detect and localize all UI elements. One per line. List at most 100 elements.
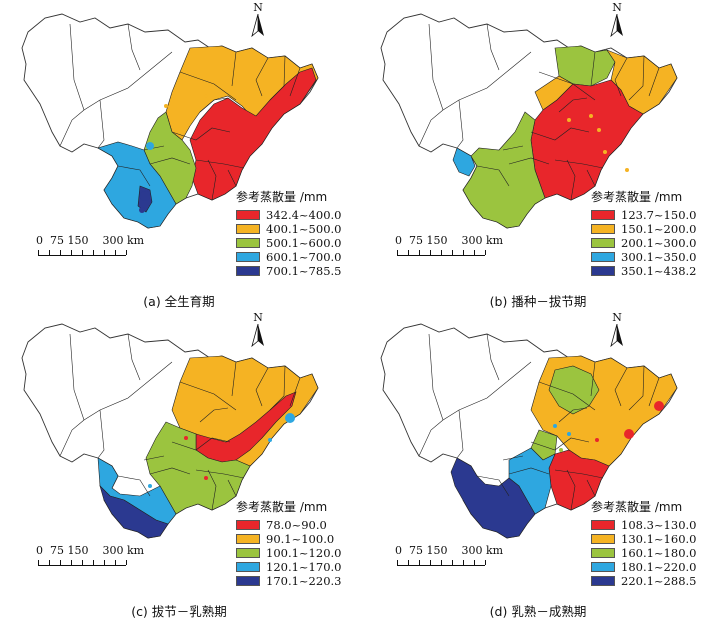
legend-title: 参考蒸散量 /mm: [591, 190, 683, 204]
station-point: [625, 168, 629, 172]
legend-swatch: [591, 265, 615, 276]
scale-bar: 0 75 150 300 km: [395, 544, 503, 574]
legend-label: 220.1~288.5: [621, 573, 697, 588]
legend-swatch: [591, 533, 615, 544]
panel-caption: (d) 乳熟－成熟期: [489, 604, 587, 619]
panel-caption: (b) 播种－拔节期: [489, 294, 587, 309]
legend-swatch: [591, 547, 615, 558]
class-region-4: [452, 147, 476, 177]
legend-item: 123.7~150.0: [591, 207, 697, 222]
legend: 参考蒸散量 /mm 108.3~130.0 130.1~160.0 160.1~180…: [591, 498, 696, 588]
station-point: [624, 429, 634, 439]
legend-label: 180.1~220.0: [621, 559, 697, 574]
legend-item: 78.0~90.0: [236, 518, 341, 532]
legend-swatch: [236, 209, 260, 220]
legend-swatch: [236, 519, 260, 530]
legend-item: 200.1~300.0: [591, 236, 696, 250]
map-panel-b: N 参考蒸散量 /mm 123.7~150.0 150.1~200.0 200.1~30…: [359, 0, 717, 310]
county-borders: [59, 333, 301, 511]
north-label: N: [253, 1, 263, 14]
north-arrow: N: [248, 312, 268, 348]
county-borders: [418, 333, 660, 511]
station-point: [148, 484, 152, 488]
legend-item: 342.4~400.0: [236, 208, 341, 222]
north-arrow: N: [248, 1, 268, 38]
legend-label: 600.1~700.0: [266, 249, 342, 264]
north-label: N: [612, 311, 622, 324]
scale-bar: 0 75 150 300 km: [395, 234, 503, 264]
station-point: [164, 104, 168, 108]
legend-swatch: [236, 561, 260, 572]
choropleth-map: [380, 323, 678, 539]
map-panel-a: N 参考蒸散量 /mm 342.4~400.0 400.1~500.0 500.1~60…: [0, 0, 358, 310]
class-region-3: [145, 421, 251, 515]
station-point: [595, 438, 599, 442]
legend: 参考蒸散量 /mm 78.0~90.0 90.1~100.0 100.1~120.0 1…: [236, 498, 341, 588]
scale-bar-line: [397, 560, 486, 566]
legend-item: 130.1~160.0: [591, 531, 697, 546]
legend-label: 100.1~120.0: [266, 545, 342, 560]
choropleth-map: [21, 323, 319, 539]
legend-swatch: [591, 251, 615, 262]
station-point: [597, 128, 601, 132]
legend-item: 500.1~600.0: [236, 235, 342, 250]
map-panel-c: N 参考蒸散量 /mm 78.0~90.0 90.1~100.0 100.1~120.0…: [0, 310, 358, 620]
legend-item: 350.1~438.2: [591, 263, 697, 278]
legend-item: 700.1~785.5: [236, 263, 342, 278]
legend-item: 100.1~120.0: [236, 545, 342, 560]
scale-bar-line: [38, 560, 127, 566]
legend-label: 120.1~170.0: [266, 559, 342, 574]
legend-swatch: [236, 237, 260, 248]
legend-swatch: [591, 223, 615, 234]
class-region-3: [462, 111, 546, 229]
north-arrow-icon: [610, 323, 623, 348]
class-region-5: [450, 457, 536, 539]
legend-title: 参考蒸散量 /mm: [236, 500, 328, 514]
legend-item: 120.1~170.0: [236, 559, 342, 574]
north-arrow: N: [607, 1, 627, 38]
legend-label: 123.7~150.0: [621, 207, 697, 222]
choropleth-map: [21, 13, 319, 229]
legend-item: 180.1~220.0: [591, 559, 697, 574]
scale-bar-line: [397, 250, 486, 256]
legend-label: 90.1~100.0: [266, 531, 335, 546]
panel-caption: (c) 拔节－乳熟期: [131, 604, 227, 619]
panel-caption: (a) 全生育期: [143, 294, 215, 309]
class-region-5: [99, 484, 169, 539]
station-point: [559, 448, 563, 452]
station-point: [603, 150, 607, 154]
legend-item: 400.1~500.0: [236, 222, 341, 236]
station-point: [567, 118, 571, 122]
scale-bar-label: 0 75 150 300 km: [395, 234, 504, 247]
station-point: [268, 438, 272, 442]
station-point: [139, 207, 145, 213]
legend-label: 500.1~600.0: [266, 235, 342, 250]
legend: 参考蒸散量 /mm 123.7~150.0 150.1~200.0 200.1~300…: [591, 188, 696, 278]
station-point: [567, 432, 571, 436]
legend-label: 150.1~200.0: [621, 221, 697, 236]
legend-item: 220.1~288.5: [591, 573, 697, 588]
north-arrow-icon: [251, 13, 264, 38]
station-point: [146, 142, 154, 150]
legend-label: 350.1~438.2: [621, 263, 697, 278]
legend-swatch: [591, 519, 615, 530]
station-point: [589, 114, 593, 118]
legend-swatch: [591, 561, 615, 572]
county-borders: [59, 23, 301, 201]
north-label: N: [612, 1, 622, 14]
map-panel-d: N 参考蒸散量 /mm 108.3~130.0 130.1~160.0 160.1~18…: [359, 310, 717, 620]
legend-swatch: [591, 575, 615, 586]
legend-swatch: [236, 547, 260, 558]
legend-label: 700.1~785.5: [266, 263, 342, 278]
legend-item: 160.1~180.0: [591, 546, 696, 560]
scale-bar: 0 75 150 300 km: [36, 234, 144, 264]
scale-bar-label: 0 75 150 300 km: [36, 544, 145, 557]
legend-item: 300.1~350.0: [591, 249, 697, 264]
station-point: [140, 191, 150, 201]
legend-label: 130.1~160.0: [621, 531, 697, 546]
legend-item: 150.1~200.0: [591, 221, 697, 236]
station-point: [285, 413, 295, 423]
legend-swatch: [236, 265, 260, 276]
station-point: [184, 436, 188, 440]
legend-label: 300.1~350.0: [621, 249, 697, 264]
